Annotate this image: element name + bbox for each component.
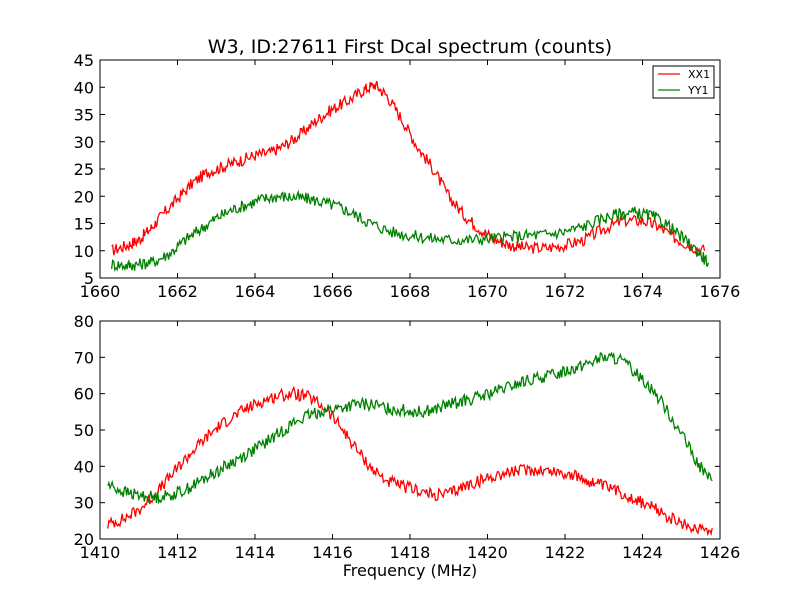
bottom-x-tick-label: 1410 xyxy=(80,543,121,562)
top-series-group xyxy=(110,80,710,272)
bottom-x-tick-label: 1426 xyxy=(700,543,741,562)
bottom-y-tick-label: 40 xyxy=(74,457,94,476)
bottom-x-tick-label: 1422 xyxy=(545,543,586,562)
top-y-tick-label: 5 xyxy=(84,269,94,288)
bottom-axes-group: 1410 1412 1414 1416 1418 1420 1422 1424 1426 20 30… xyxy=(74,312,741,562)
bottom-y-tick-label: 60 xyxy=(74,385,94,404)
legend-label-yy1: YY1 xyxy=(687,84,708,97)
top-y-tick-label: 15 xyxy=(74,215,94,234)
top-series-yy1-line xyxy=(110,189,710,272)
top-y-tick-label: 45 xyxy=(74,51,94,70)
top-x-tick-label: 1674 xyxy=(622,282,663,301)
bottom-x-tick-label: 1416 xyxy=(312,543,353,562)
bottom-series-group xyxy=(107,351,713,537)
top-x-tick-label: 1676 xyxy=(700,282,741,301)
bottom-panel: 1410 1412 1414 1416 1418 1420 1422 1424 1426 20 30… xyxy=(74,312,741,580)
top-x-tick-label: 1670 xyxy=(467,282,508,301)
bottom-series-xx1-line xyxy=(107,385,713,537)
top-x-tick-label: 1672 xyxy=(545,282,586,301)
bottom-y-tick-label: 20 xyxy=(74,530,94,549)
top-y-tick-label: 20 xyxy=(74,187,94,206)
top-series-xx1-line xyxy=(111,80,706,256)
bottom-x-tick-label: 1412 xyxy=(157,543,198,562)
top-chart-title: W3, ID:27611 First Dcal spectrum (counts… xyxy=(208,36,612,58)
top-y-tick-label: 35 xyxy=(74,106,94,125)
top-legend: XX1 YY1 xyxy=(652,65,715,99)
legend-label-xx1: XX1 xyxy=(688,68,710,81)
bottom-x-tick-label: 1424 xyxy=(622,543,663,562)
bottom-y-tick-label: 30 xyxy=(74,494,94,513)
bottom-x-tick-label: 1414 xyxy=(235,543,276,562)
top-x-tick-label: 1668 xyxy=(390,282,431,301)
bottom-series-yy1-line xyxy=(107,351,713,505)
top-x-tick-label: 1666 xyxy=(312,282,353,301)
top-y-tick-label: 10 xyxy=(74,242,94,261)
bottom-x-tick-label: 1418 xyxy=(390,543,431,562)
top-y-tick-label: 40 xyxy=(74,78,94,97)
bottom-y-tick-label: 50 xyxy=(74,421,94,440)
top-x-tick-label: 1664 xyxy=(235,282,276,301)
bottom-x-tick-label: 1420 xyxy=(467,543,508,562)
bottom-x-axis-label: Frequency (MHz) xyxy=(343,561,477,580)
top-x-tick-label: 1660 xyxy=(80,282,121,301)
top-y-tick-label: 30 xyxy=(74,133,94,152)
top-panel: W3, ID:27611 First Dcal spectrum (counts… xyxy=(74,36,741,301)
bottom-y-tick-label: 80 xyxy=(74,312,94,331)
top-x-tick-label: 1662 xyxy=(157,282,198,301)
legend-box xyxy=(652,65,715,99)
top-axes-group: 1660 1662 1664 1666 1668 1670 1672 1674 1676 5 10 1… xyxy=(74,51,741,301)
top-y-tick-label: 25 xyxy=(74,160,94,179)
bottom-y-tick-label: 70 xyxy=(74,348,94,367)
